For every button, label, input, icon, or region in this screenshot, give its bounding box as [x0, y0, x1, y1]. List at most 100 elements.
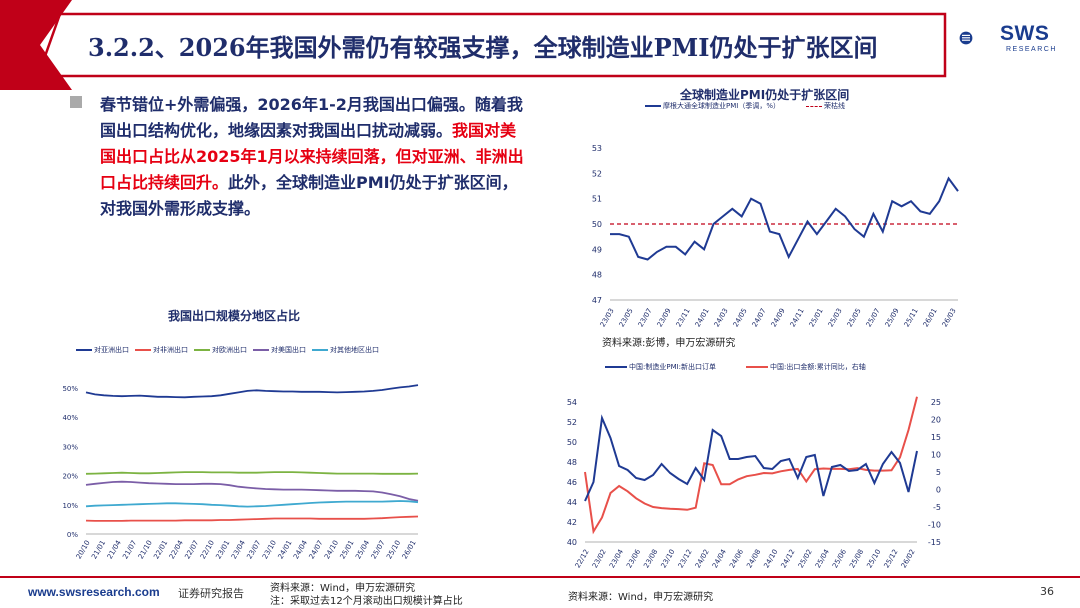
orders-ytick-right: 25 — [931, 398, 941, 407]
orders-xtick: 25/04 — [814, 548, 831, 570]
pmi-xtick: 24/01 — [694, 307, 711, 328]
pmi-xtick: 23/05 — [618, 307, 635, 328]
region-ytick: 30% — [62, 443, 78, 451]
region-series-line — [85, 384, 419, 399]
pmi-xtick: 25/09 — [884, 307, 901, 328]
region-series-line — [85, 500, 419, 508]
orders-xtick: 24/02 — [694, 548, 711, 569]
region-xtick: 23/10 — [261, 539, 278, 560]
pmi-ytick: 50 — [592, 220, 602, 229]
orders-xtick: 23/12 — [677, 548, 694, 569]
orders-xtick: 23/10 — [659, 548, 676, 569]
orders-series-line-pmi — [584, 414, 918, 502]
pmi-xtick: 23/03 — [599, 307, 616, 328]
region-xtick: 21/07 — [121, 539, 138, 560]
pmi-ytick: 51 — [592, 195, 602, 204]
orders-xtick: 25/02 — [797, 548, 814, 569]
orders-xtick: 25/12 — [883, 548, 900, 569]
orders-legend-item: 中国:出口金额:累计同比，右轴 — [746, 362, 866, 372]
region-xtick: 26/01 — [401, 539, 418, 560]
orders-ytick-left: 46 — [567, 478, 577, 487]
footer-report-type: 证券研究报告 — [178, 587, 244, 600]
orders-xtick: 24/04 — [711, 548, 728, 570]
pmi-ytick: 48 — [592, 271, 602, 280]
region-legend-item: 对欧洲出口 — [194, 345, 247, 355]
region-legend-item: 对美国出口 — [253, 345, 306, 355]
pmi-xtick: 23/07 — [637, 307, 654, 328]
region-xtick: 24/10 — [323, 539, 340, 560]
pmi-xtick: 24/09 — [770, 307, 787, 328]
orders-xtick: 24/12 — [780, 548, 797, 569]
region-xtick: 25/10 — [385, 539, 402, 560]
region-legend-swatch — [194, 349, 210, 351]
orders-legend-item: 中国:制造业PMI:新出口订单 — [605, 362, 716, 372]
region-xtick: 24/04 — [292, 539, 309, 561]
region-xtick: 25/01 — [339, 539, 356, 560]
orders-ytick-left: 48 — [567, 458, 577, 467]
pmi-xtick: 25/07 — [865, 307, 882, 328]
region-ytick: 0% — [67, 531, 78, 539]
orders-xtick: 25/06 — [831, 548, 848, 570]
pmi-xtick: 25/03 — [827, 307, 844, 328]
orders-legend-label: 中国:制造业PMI:新出口订单 — [629, 363, 717, 371]
page-number: 36 — [1040, 585, 1054, 598]
region-xtick: 25/07 — [370, 539, 387, 560]
region-legend-label: 对非洲出口 — [153, 346, 188, 354]
orders-ytick-right: 5 — [936, 468, 941, 477]
pmi-ytick: 53 — [592, 144, 602, 153]
region-ytick: 50% — [62, 385, 78, 393]
region-xtick: 23/01 — [214, 539, 231, 560]
body-part3: 此外，全球制造业PMI仍处于扩张区间，对我国外需形成支撑。 — [100, 173, 518, 218]
pmi-ytick: 47 — [592, 296, 602, 305]
orders-ytick-left: 54 — [567, 398, 577, 407]
footer-divider — [0, 576, 1080, 578]
orders-xtick: 24/08 — [745, 548, 762, 569]
body-part2-highlight: 我国对美国出口占比从2025年1月以来持续回落，但对亚洲、非洲出口占比持续回升。 — [100, 121, 524, 192]
pmi-xtick: 25/11 — [903, 307, 920, 328]
orders-ytick-left: 52 — [567, 418, 577, 427]
region-legend-label: 对欧洲出口 — [212, 346, 247, 354]
orders-ytick-right: 20 — [931, 416, 941, 425]
pmi-source: 资料来源:彭博，申万宏源研究 — [602, 338, 736, 349]
orders-xtick: 23/02 — [591, 548, 608, 569]
header-band — [0, 0, 947, 90]
region-xtick: 21/04 — [106, 539, 123, 561]
orders-xtick: 23/04 — [608, 548, 625, 570]
region-legend-swatch — [253, 349, 269, 351]
pmi-xtick: 23/11 — [675, 307, 692, 328]
orders-ytick-right: -5 — [933, 503, 941, 512]
body-paragraph: 春节错位+外需偏强，2026年1-2月我国出口偏强。随着我国出口结构优化，地缘因… — [100, 92, 530, 222]
orders-ytick-left: 50 — [567, 438, 577, 447]
orders-xtick: 25/10 — [865, 548, 882, 569]
region-legend-label: 对美国出口 — [271, 346, 306, 354]
orders-ytick-right: -15 — [928, 538, 941, 547]
orders-series-line-export — [584, 396, 918, 535]
region-xtick: 23/04 — [230, 539, 247, 561]
orders-legend-label: 中国:出口金额:累计同比，右轴 — [770, 363, 866, 371]
pmi-ytick: 49 — [592, 245, 602, 254]
region-xtick: 24/01 — [277, 539, 294, 560]
bullet-square-icon — [70, 96, 82, 108]
footer-source-right: 资料来源：Wind，申万宏源研究 — [568, 592, 714, 603]
region-legend-swatch — [135, 349, 151, 351]
region-legend-label: 对亚洲出口 — [94, 346, 129, 354]
footer-url-link[interactable]: www.swsresearch.com — [28, 585, 160, 599]
region-chart: 0% 10% 20% 30% 40% 50% 20/1021/0121/0421/0721/… — [62, 384, 419, 561]
region-xtick: 25/04 — [354, 539, 371, 561]
orders-legend-swatch — [746, 366, 769, 368]
pmi-xtick: 24/11 — [789, 307, 806, 328]
pmi-series-line — [610, 176, 959, 261]
pmi-xtick: 24/05 — [732, 307, 749, 328]
orders-xtick: 23/06 — [625, 548, 642, 570]
orders-ytick-right: 15 — [931, 433, 941, 442]
pmi-legend-series: 摩根大通全球制造业PMI（季调，%） — [663, 102, 780, 110]
region-series-line — [85, 471, 419, 475]
orders-ytick-right: 0 — [936, 486, 941, 495]
pmi-xtick: 26/03 — [941, 307, 958, 328]
region-legend-item: 对亚洲出口 — [76, 345, 129, 355]
orders-ytick-left: 40 — [567, 538, 577, 547]
orders-xtick: 26/02 — [900, 548, 917, 569]
logo-subtext: RESEARCH — [1006, 46, 1057, 53]
region-xtick: 21/10 — [137, 539, 154, 560]
